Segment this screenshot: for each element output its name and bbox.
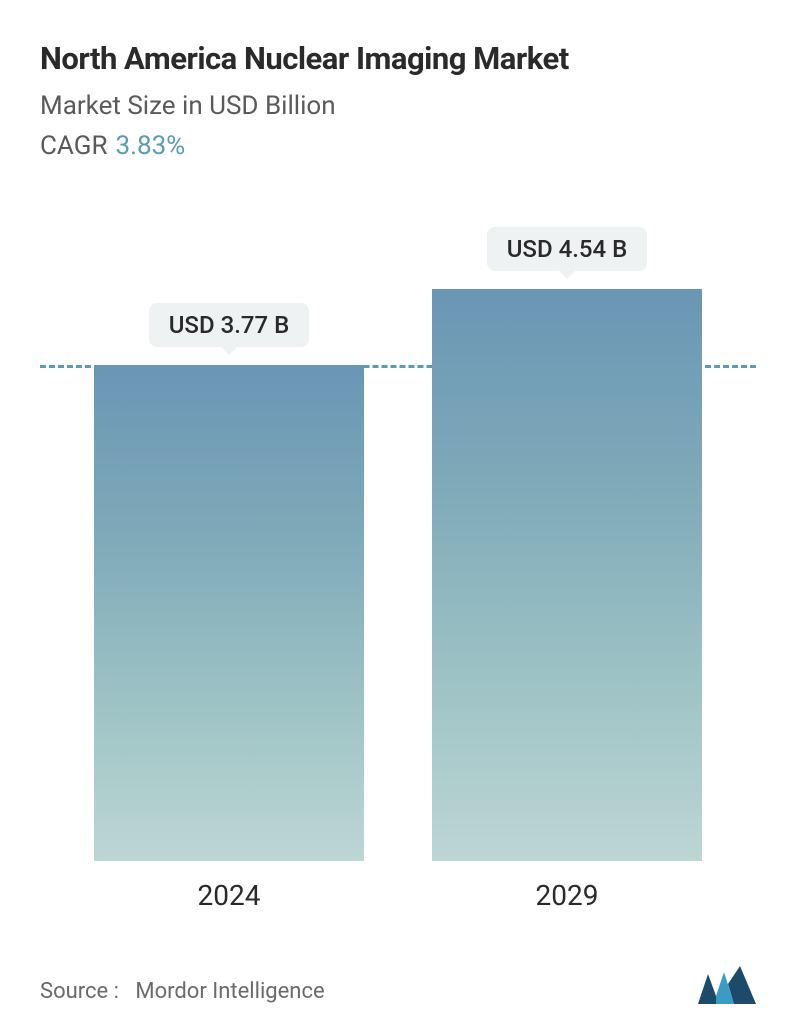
chart-area: USD 3.77 B USD 4.54 B 2024 2029 xyxy=(40,221,756,916)
bars-wrapper: USD 3.77 B USD 4.54 B xyxy=(40,221,756,861)
logo-icon xyxy=(698,964,756,1004)
x-label-2024: 2024 xyxy=(94,879,364,912)
bar-group-2029: USD 4.54 B xyxy=(432,227,702,861)
value-label-2024: USD 3.77 B xyxy=(149,303,310,347)
cagr-label: CAGR xyxy=(40,131,107,161)
bar-2029 xyxy=(432,289,702,861)
chart-title: North America Nuclear Imaging Market xyxy=(40,40,756,77)
source-text: Source : Mordor Intelligence xyxy=(40,979,325,1004)
cagr-value: 3.83% xyxy=(115,131,185,161)
chart-subtitle: Market Size in USD Billion xyxy=(40,91,756,121)
chart-container: North America Nuclear Imaging Market Mar… xyxy=(0,0,796,1034)
footer: Source : Mordor Intelligence xyxy=(40,964,756,1004)
bar-group-2024: USD 3.77 B xyxy=(94,303,364,861)
bar-2024 xyxy=(94,365,364,861)
source-name: Mordor Intelligence xyxy=(135,979,324,1004)
source-label: Source : xyxy=(40,979,119,1004)
cagr-row: CAGR 3.83% xyxy=(40,131,756,161)
value-label-2029: USD 4.54 B xyxy=(487,227,648,271)
x-label-2029: 2029 xyxy=(432,879,702,912)
x-axis: 2024 2029 xyxy=(40,861,756,912)
